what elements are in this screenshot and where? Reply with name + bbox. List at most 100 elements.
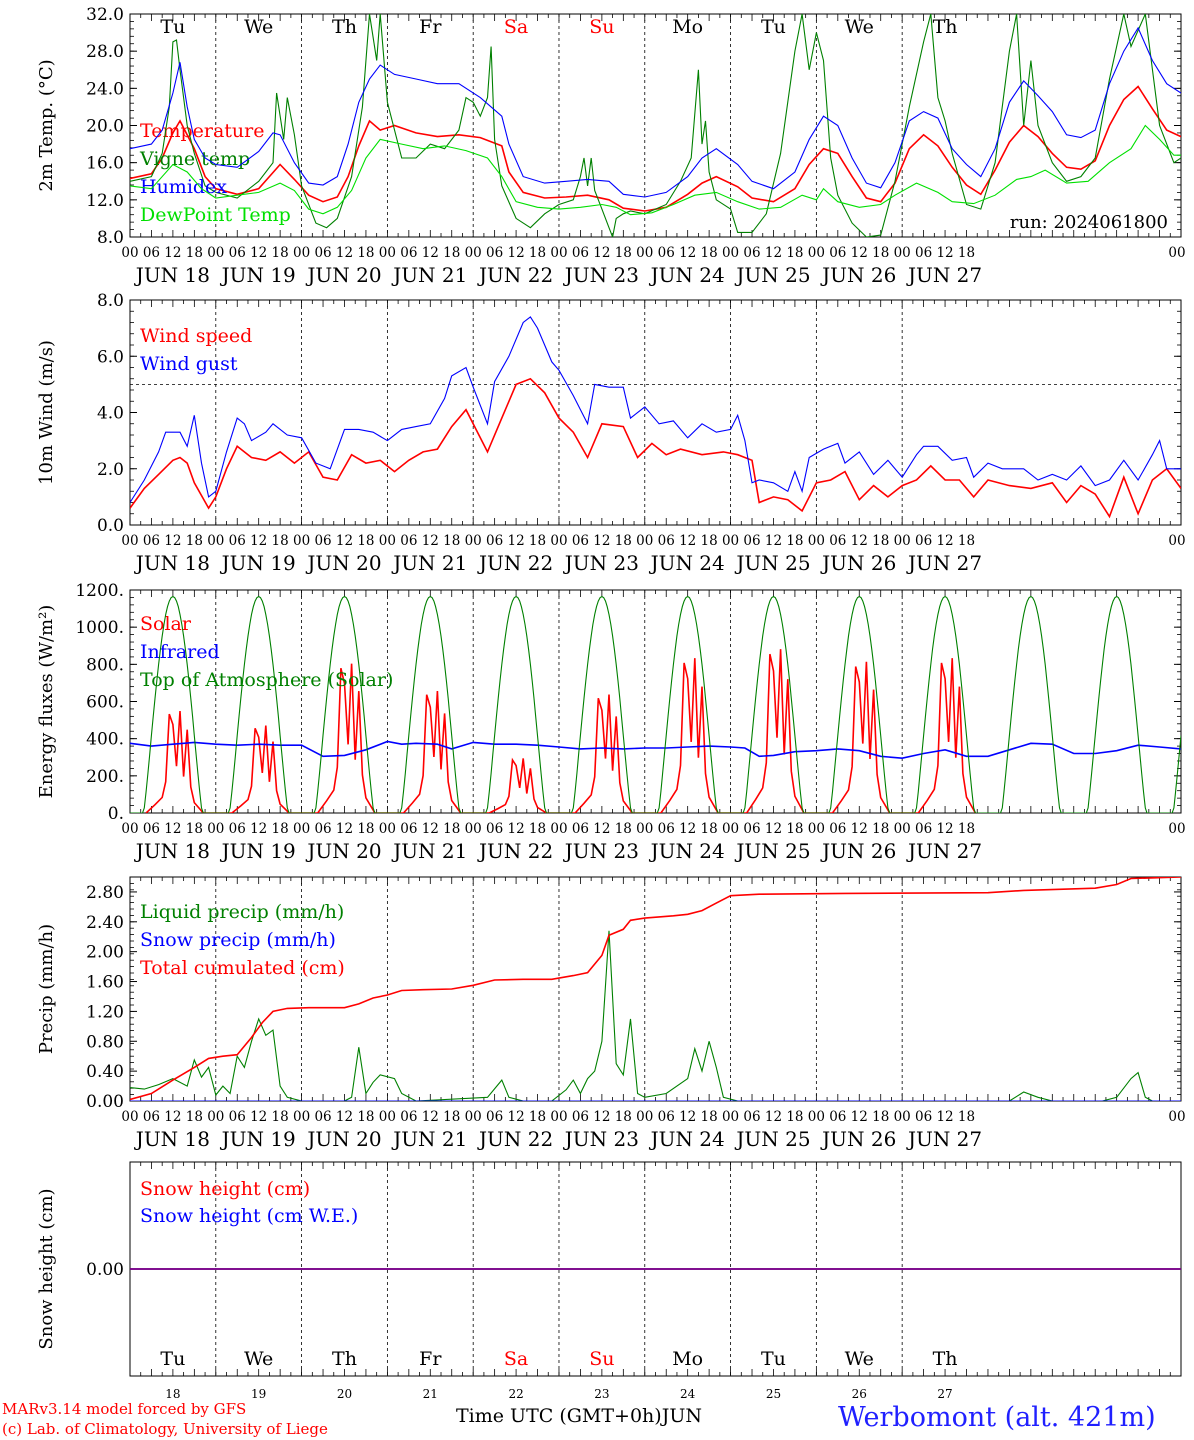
series-line — [130, 377, 1181, 519]
y-axis-label: Precip (mm/h) — [36, 924, 57, 1054]
hour-label: 12 — [507, 533, 524, 549]
hour-label: 18 — [958, 245, 975, 261]
date-label: JUN 25 — [734, 1127, 810, 1151]
hour-label: 18 — [357, 1109, 374, 1125]
hour-label: 18 — [186, 533, 203, 549]
hour-label: 00 — [121, 821, 138, 837]
legend-entry: Infrared — [140, 641, 220, 663]
y-tick-label: 400. — [86, 730, 124, 750]
hour-label: 00 — [207, 533, 224, 549]
hour-label: 18 — [701, 245, 718, 261]
date-label: JUN 24 — [649, 263, 725, 287]
date-label: JUN 19 — [220, 839, 296, 863]
series-line — [130, 877, 1181, 1101]
hour-label: 18 — [872, 821, 889, 837]
hour-label: 00 — [121, 1109, 138, 1125]
hour-label: 18 — [701, 533, 718, 549]
y-tick-label: 0.80 — [86, 1032, 124, 1052]
y-tick-label: 2.0 — [97, 460, 124, 480]
hour-label: 18 — [529, 245, 546, 261]
day-number: 22 — [508, 1387, 523, 1401]
hour-label: 12 — [422, 821, 439, 837]
series-line — [130, 595, 1181, 813]
date-label: JUN 26 — [820, 1127, 896, 1151]
hour-label: 00 — [121, 245, 138, 261]
panel-2: 8.0 6.0 4.0 2.0 0.0 10m Wind (m/s) Wind speed W… — [36, 291, 1186, 575]
hour-label: 18 — [786, 821, 803, 837]
hour-label: 00 — [894, 1109, 911, 1125]
hour-label: 18 — [186, 821, 203, 837]
hour-label: 12 — [765, 245, 782, 261]
hour-label: 06 — [314, 821, 331, 837]
hour-label: 12 — [765, 821, 782, 837]
hour-label: 18 — [443, 533, 460, 549]
day-name: Mo — [672, 1348, 703, 1370]
date-label: JUN 22 — [477, 1127, 553, 1151]
hour-label: 00 — [379, 1109, 396, 1125]
hour-label: 06 — [829, 245, 846, 261]
hour-label: 06 — [743, 533, 760, 549]
hour-label: 12 — [851, 245, 868, 261]
run-label: run: 2024061800 — [1010, 212, 1168, 233]
hour-label: 06 — [572, 245, 589, 261]
hour-label: 06 — [229, 821, 246, 837]
date-label: JUN 25 — [734, 263, 810, 287]
series-line — [130, 930, 1181, 1101]
day-name: Th — [933, 1348, 958, 1370]
date-label: JUN 18 — [134, 1127, 210, 1151]
date-label: JUN 21 — [391, 551, 467, 575]
hour-label: 06 — [486, 821, 503, 837]
credit-model: MARv3.14 model forced by GFS — [2, 1400, 247, 1418]
hour-label: 00 — [722, 533, 739, 549]
hour-label: 06 — [572, 1109, 589, 1125]
hour-label: 06 — [314, 245, 331, 261]
hour-label: 00 — [379, 245, 396, 261]
y-tick-label: 4.0 — [97, 404, 124, 424]
hour-label: 12 — [250, 533, 267, 549]
hour-label: 12 — [679, 1109, 696, 1125]
hour-label: 12 — [936, 245, 953, 261]
date-label: JUN 24 — [649, 839, 725, 863]
day-name: We — [244, 16, 273, 38]
date-label: JUN 25 — [734, 551, 810, 575]
day-name: Tu — [160, 16, 185, 38]
y-tick-label: 0.00 — [86, 1260, 124, 1280]
hour-label: 12 — [336, 821, 353, 837]
legend-entry: Snow height (cm) — [140, 1178, 310, 1200]
hour-label: 12 — [593, 821, 610, 837]
hour-label: 18 — [186, 245, 203, 261]
hour-label: 06 — [915, 821, 932, 837]
date-label: JUN 20 — [305, 551, 381, 575]
hour-label: 00 — [465, 1109, 482, 1125]
date-label: JUN 18 — [134, 839, 210, 863]
hour-label: 06 — [915, 1109, 932, 1125]
date-label: JUN 21 — [391, 1127, 467, 1151]
hour-label: 12 — [250, 245, 267, 261]
hour-label: 12 — [851, 1109, 868, 1125]
day-name: Mo — [672, 16, 703, 38]
hour-label: 18 — [958, 533, 975, 549]
series-line — [130, 14, 1181, 237]
hour-label: 12 — [336, 1109, 353, 1125]
hour-label: 06 — [143, 821, 160, 837]
hour-label: 00 — [207, 821, 224, 837]
hour-label: 12 — [936, 821, 953, 837]
hour-label: 00 — [293, 533, 310, 549]
hour-label: 00 — [808, 821, 825, 837]
panel-5: 0.00 Snow height (cm) Snow height (cm) Snow… — [36, 1161, 1182, 1401]
y-tick-label: 20.0 — [86, 117, 124, 137]
hour-label: 18 — [529, 533, 546, 549]
hour-label: 18 — [615, 533, 632, 549]
hour-label: 06 — [400, 245, 417, 261]
hour-label: 06 — [143, 533, 160, 549]
y-axis-label: Snow height (cm) — [36, 1188, 57, 1349]
day-number: 21 — [423, 1387, 438, 1401]
series-line — [130, 124, 1181, 216]
panel-frame — [129, 589, 1182, 814]
hour-label: 18 — [272, 821, 289, 837]
day-name: Tu — [761, 16, 786, 38]
hour-label: 12 — [250, 821, 267, 837]
date-label: JUN 27 — [906, 551, 982, 575]
hour-label: 00 — [293, 1109, 310, 1125]
month-label: JUN — [661, 1405, 702, 1427]
